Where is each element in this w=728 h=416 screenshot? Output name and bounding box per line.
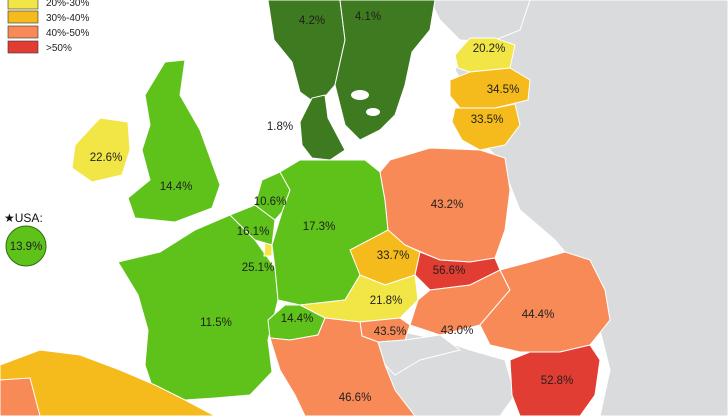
country-portugal — [0, 377, 41, 416]
country-belgium — [229, 204, 276, 246]
label-slovakia: 56.6% — [433, 265, 466, 277]
country-france — [117, 214, 279, 401]
label-estonia: 20.2% — [473, 43, 506, 55]
legend: 20%-30% 30%-40% 40%-50% >50% — [7, 0, 89, 54]
label-denmark: 1.8% — [267, 121, 293, 133]
label-ireland: 22.6% — [90, 152, 123, 164]
country-latvia — [449, 67, 531, 109]
country-uk — [127, 59, 221, 223]
label-sweden: 4.1% — [355, 11, 381, 23]
label-italy: 46.6% — [339, 392, 372, 404]
legend-swatch-40-50 — [7, 25, 39, 39]
label-lithuania: 33.5% — [471, 114, 504, 126]
legend-swatch-30-40 — [7, 10, 39, 24]
usa-marker — [5, 225, 47, 267]
label-poland: 43.2% — [431, 199, 464, 211]
label-norway: 4.2% — [299, 15, 325, 27]
country-luxembourg — [263, 242, 273, 257]
country-bulgaria — [509, 344, 601, 416]
country-estonia — [454, 37, 516, 73]
label-bulgaria: 52.8% — [541, 375, 574, 387]
lake — [351, 90, 369, 100]
label-belgium: 16.1% — [237, 226, 270, 238]
label-austria: 21.8% — [370, 295, 403, 307]
label-germany: 17.3% — [303, 221, 336, 233]
legend-swatch-over-50 — [7, 40, 39, 54]
usa-value: 13.9% — [10, 241, 43, 253]
legend-label-30-40: 30%-40% — [46, 13, 89, 24]
country-ireland — [71, 117, 131, 183]
label-slovenia: 43.5% — [374, 326, 407, 338]
country-sweden — [334, 0, 436, 141]
country-denmark — [299, 94, 346, 161]
label-latvia: 34.5% — [487, 84, 520, 96]
label-france: 11.5% — [200, 317, 232, 329]
country-spain — [0, 349, 216, 416]
legend-label-20-30: 20%-30% — [46, 0, 89, 9]
label-netherlands: 10.6% — [254, 196, 287, 208]
usa-title: ★USA: — [4, 211, 43, 225]
label-switzerland: 14.4% — [281, 313, 314, 325]
country-croatia — [377, 334, 462, 376]
country-italy — [269, 317, 416, 416]
label-romania: 44.4% — [522, 309, 555, 321]
label-hungary: 43.0% — [441, 325, 474, 337]
label-luxembourg: 25.1% — [242, 262, 275, 274]
country-lithuania — [451, 103, 521, 151]
lake — [366, 108, 380, 116]
legend-swatch-20-30 — [7, 0, 39, 10]
legend-label-over-50: >50% — [46, 43, 72, 54]
label-uk: 14.4% — [160, 181, 193, 193]
label-czechia: 33.7% — [377, 250, 410, 262]
usa-inset: ★USA: 13.9% — [4, 211, 47, 267]
legend-label-40-50: 40%-50% — [46, 28, 89, 39]
